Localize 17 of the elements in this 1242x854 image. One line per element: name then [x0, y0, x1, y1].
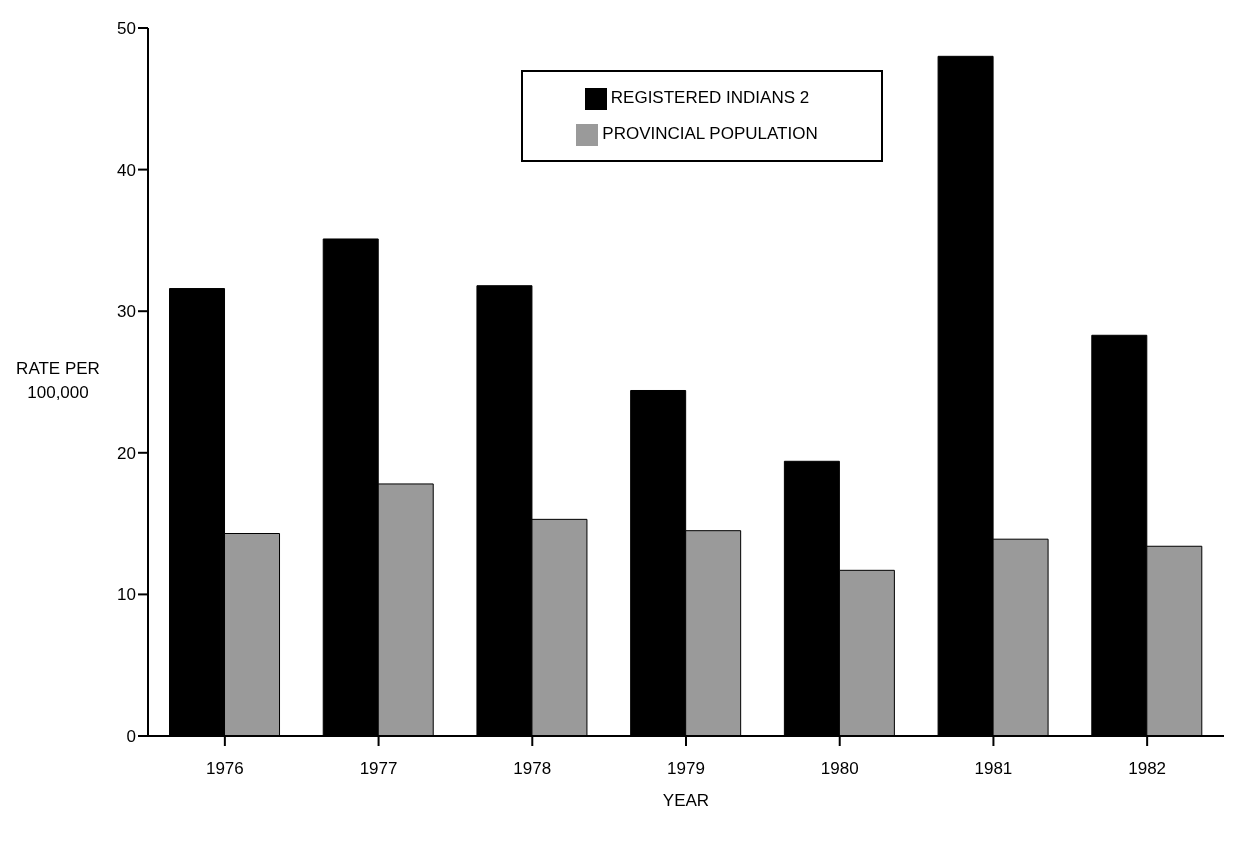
x-tick-label: 1976 [205, 759, 244, 779]
legend-label: REGISTERED INDIANS 2 [610, 88, 810, 107]
y-tick-label: 30 [117, 302, 136, 322]
x-tick-label: 1981 [974, 759, 1013, 779]
y-tick-label: 40 [117, 160, 136, 180]
x-tick-label: 1978 [513, 759, 552, 779]
x-tick-label: 1982 [1128, 759, 1167, 779]
y-tick-label: 0 [126, 727, 136, 747]
y-tick-label: 50 [117, 19, 136, 39]
y-tick-label: 20 [117, 443, 136, 463]
y-axis-title: RATE PER 100,000 [16, 359, 100, 402]
y-tick-label: 10 [117, 585, 136, 605]
legend-label: PROVINCIAL POPULATION [602, 124, 818, 143]
x-tick-label: 1979 [667, 759, 705, 779]
x-tick-label: 1977 [359, 759, 398, 779]
x-tick-label: 1980 [820, 759, 859, 779]
x-axis-title: YEAR [662, 791, 710, 810]
